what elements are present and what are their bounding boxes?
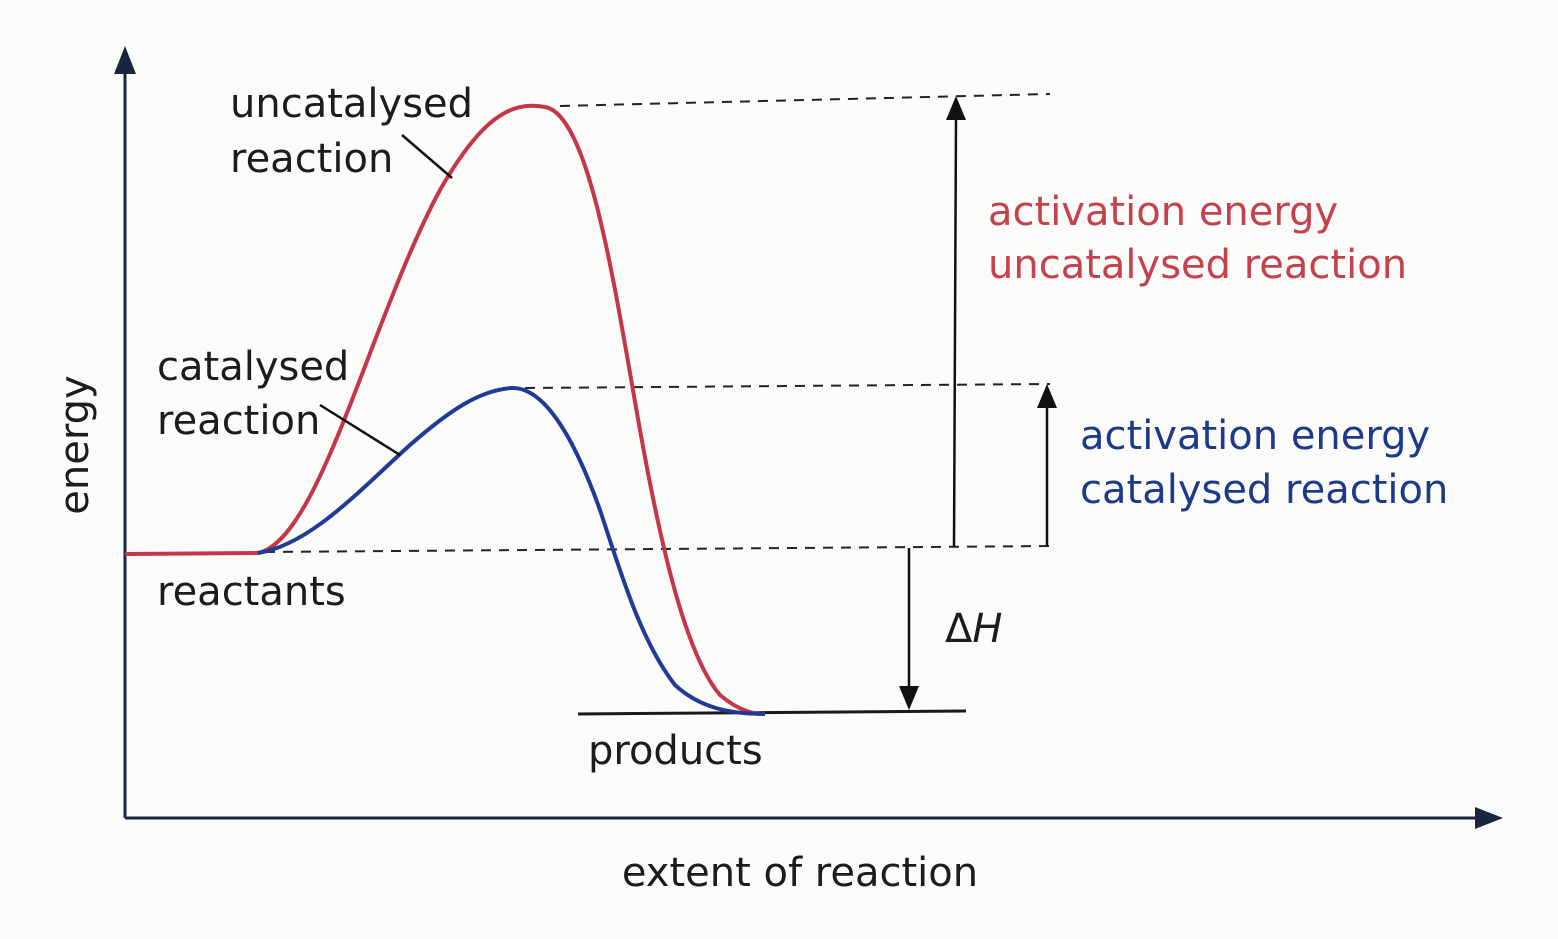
reactants-label: reactants <box>157 569 346 615</box>
delta-h-label: ΔH <box>945 606 1002 652</box>
x-axis-arrowhead <box>1475 807 1503 829</box>
y-axis-arrowhead <box>114 46 136 74</box>
ea-uncatalysed-arrow <box>952 117 958 547</box>
uncatalysed-label-line2: reaction <box>230 136 393 182</box>
catalysed-curve <box>257 385 766 716</box>
products-level-line <box>577 709 967 716</box>
uncatalysed-pointer-line <box>401 134 453 179</box>
catalysed-pointer-line <box>319 403 401 457</box>
uncatalysed-curve <box>257 103 766 716</box>
ea-catalysed-label-line1: activation energy <box>1080 413 1430 459</box>
delta-symbol: Δ <box>945 606 973 652</box>
ea-catalysed-label-line2: catalysed reaction <box>1080 467 1448 513</box>
delta-h-variable: H <box>972 606 1002 652</box>
catalysed-label-line2: reaction <box>157 398 320 444</box>
catalysed-label-line1: catalysed <box>157 344 349 390</box>
ea-uncatalysed-label-line2: uncatalysed reaction <box>988 242 1407 288</box>
reactants-level-line <box>124 551 261 556</box>
reactants-dashed-line <box>264 545 1056 553</box>
products-label: products <box>588 728 763 774</box>
ea-uncatalysed-arrowhead <box>946 96 966 120</box>
ea-uncatalysed-label-line1: activation energy <box>988 189 1338 235</box>
peak-uncatalysed-dashed-line <box>559 93 1051 107</box>
y-axis-label: energy <box>52 375 98 514</box>
uncatalysed-label-line1: uncatalysed <box>230 81 473 127</box>
x-axis-label: extent of reaction <box>622 850 978 896</box>
ea-catalysed-arrowhead <box>1037 384 1057 408</box>
delta-h-arrowhead <box>899 686 919 710</box>
peak-catalysed-dashed-line <box>524 383 1051 389</box>
